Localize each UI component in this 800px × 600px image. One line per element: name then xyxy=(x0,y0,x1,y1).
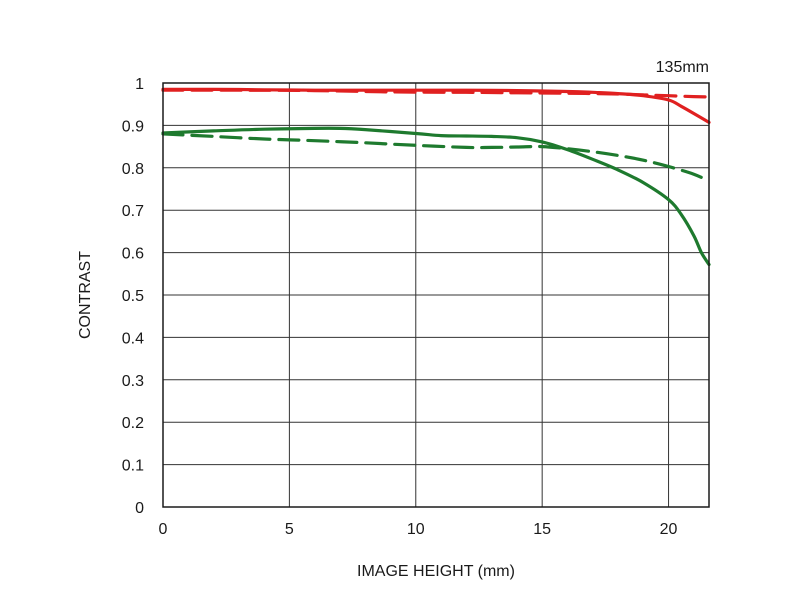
y-tick-label: 0.7 xyxy=(122,203,144,220)
series-group xyxy=(161,87,711,267)
x-tick-label: 15 xyxy=(533,521,551,538)
y-tick-label: 0.8 xyxy=(122,161,144,178)
y-tick-label: 0.1 xyxy=(122,458,144,475)
y-tick-label: 0.4 xyxy=(122,330,144,347)
series-line-green-dashed xyxy=(161,132,711,183)
x-tick-label: 10 xyxy=(407,521,425,538)
y-tick-labels: 0 0.1 0.2 0.3 0.4 0.5 0.6 0.7 0.8 0.9 1 xyxy=(122,76,144,517)
y-axis-title: CONTRAST xyxy=(77,251,94,339)
series-line-green-solid xyxy=(161,126,711,267)
chart-title: 135mm xyxy=(656,59,709,76)
x-tick-labels: 0 5 10 15 20 xyxy=(159,521,678,538)
y-tick-label: 0.2 xyxy=(122,415,144,432)
y-tick-label: 1 xyxy=(135,76,144,93)
series-line-red-dashed xyxy=(161,88,711,99)
y-tick-label: 0.3 xyxy=(122,373,144,390)
plot-frame xyxy=(162,82,710,508)
x-axis-title: IMAGE HEIGHT (mm) xyxy=(357,563,515,580)
x-tick-label: 5 xyxy=(285,521,294,538)
y-tick-label: 0 xyxy=(135,500,144,517)
y-tick-label: 0.5 xyxy=(122,288,144,305)
x-tick-label: 20 xyxy=(660,521,678,538)
y-tick-label: 0.9 xyxy=(122,118,144,135)
x-tick-label: 0 xyxy=(159,521,168,538)
y-tick-label: 0.6 xyxy=(122,246,144,263)
